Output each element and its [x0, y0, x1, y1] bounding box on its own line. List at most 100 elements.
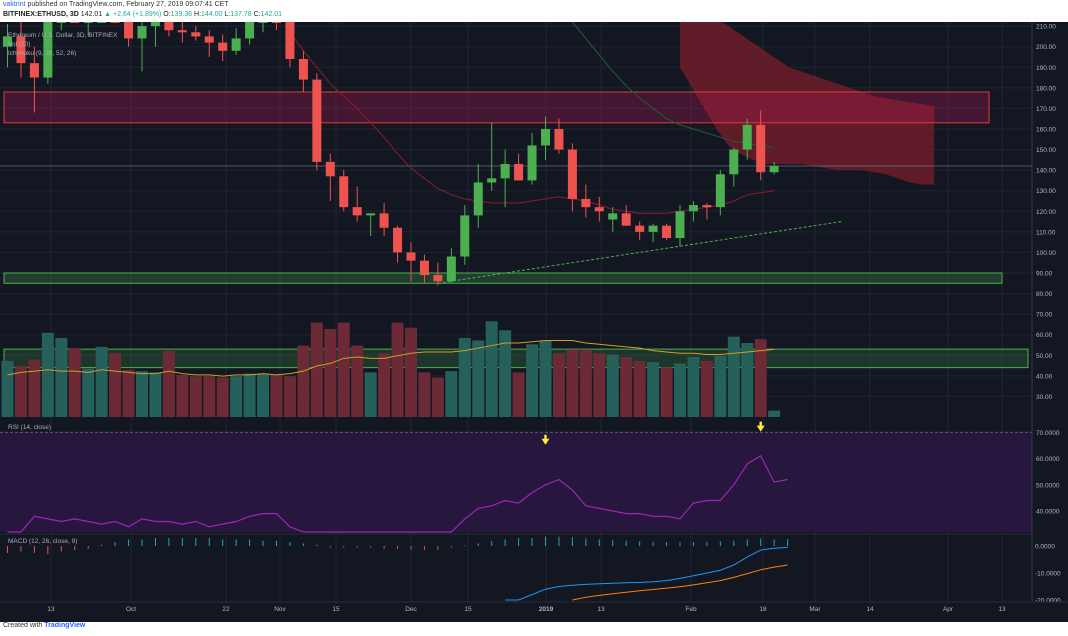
candle-body [567, 149, 577, 199]
candle-body [285, 22, 295, 60]
rsi-tick-label: 70.0000 [1036, 430, 1060, 437]
candle-body [635, 225, 645, 232]
candle-body [393, 227, 403, 253]
price-tick-label: 50.00 [1036, 353, 1053, 360]
candle-body [339, 176, 349, 208]
rsi-arrow-icon [756, 421, 765, 432]
price-tick-label: 90.00 [1036, 270, 1053, 277]
open-label: O: [163, 11, 171, 18]
support-zone [3, 272, 1003, 284]
time-tick-label: Nov [274, 606, 286, 613]
chart-canvas[interactable]: 210.00200.00190.00180.00170.00160.00150.… [0, 22, 1068, 622]
rsi-band [0, 432, 1032, 532]
candle-body [150, 22, 160, 27]
rsi-tick-label: 40.0000 [1036, 509, 1060, 516]
candle-body [594, 207, 604, 212]
time-tick-label: Mar [809, 606, 821, 613]
created-with-text: Created with [3, 622, 43, 629]
low-label: L: [224, 11, 231, 18]
axes: 210.00200.00190.00180.00170.00160.00150.… [0, 22, 1068, 622]
volume-bar [68, 348, 81, 417]
symbol-info: BITFINEX:ETHUSD, 3D 142.01 ▲ +2.64 (+1.8… [3, 11, 282, 18]
rsi-pane [0, 421, 1068, 535]
volume-bar [552, 353, 565, 417]
time-tick-label: 2019 [539, 606, 554, 613]
candle-body [487, 178, 497, 183]
volume-bar [539, 340, 552, 417]
price-tick-label: 210.00 [1036, 24, 1056, 31]
candle-body [352, 207, 362, 216]
price-tick-label: 70.00 [1036, 312, 1053, 319]
candle-body [29, 63, 39, 78]
volume-bar [633, 360, 646, 417]
candle-body [325, 161, 335, 177]
candle-body [124, 22, 134, 39]
volume-bar [768, 410, 781, 417]
time-tick-label: 13 [47, 606, 55, 613]
volume-bar [754, 339, 767, 417]
candle-body [460, 215, 470, 257]
volume-bar [95, 346, 108, 417]
volume-bar [620, 357, 633, 417]
candle-body [43, 22, 53, 78]
volume-bar [378, 353, 391, 417]
candle-body [218, 42, 228, 51]
volume-bar [687, 357, 700, 417]
macd-tick-label: -10.0000 [1035, 571, 1061, 578]
volume-bar [55, 337, 68, 417]
candle-body [97, 22, 107, 23]
author-link[interactable]: vaktrint [3, 1, 26, 8]
volume-bar [28, 359, 41, 417]
volume-bar [297, 345, 310, 417]
candle-body [581, 198, 591, 208]
macd-tick-label: 0.0000 [1035, 544, 1055, 551]
rsi-tick-label: 50.0000 [1036, 482, 1060, 489]
candle-body [406, 252, 416, 261]
volume-bar [647, 362, 660, 417]
candle-body [110, 22, 120, 23]
rsi-tick-label: 60.0000 [1036, 456, 1060, 463]
price-tick-label: 200.00 [1036, 44, 1056, 51]
candle-body [177, 30, 187, 33]
volume-label: Vol (20) [8, 41, 31, 48]
candle-body [433, 275, 443, 282]
rsi-label: RSI (14, close) [8, 424, 51, 431]
close-value: 142.01 [260, 11, 283, 18]
volume-bar [136, 371, 148, 417]
price-tick-label: 40.00 [1036, 373, 1053, 380]
volume-bar [337, 322, 350, 417]
time-tick-label: Dec [405, 606, 417, 613]
candle-body [137, 26, 147, 39]
trend-line [437, 221, 842, 284]
ichimoku-label: Ichimoku (9, 26, 52, 26) [8, 50, 77, 57]
volume-bars [1, 321, 781, 417]
candle-body [366, 213, 376, 216]
volume-bar [203, 376, 216, 417]
candle-body [608, 213, 618, 220]
volume-bar [741, 343, 754, 417]
volume-bar [727, 336, 740, 417]
volume-bar [499, 330, 512, 417]
volume-bar [189, 376, 202, 417]
volume-bar [700, 360, 713, 417]
volume-bar [216, 377, 229, 417]
high-value: 144.00 [201, 11, 223, 18]
candle-body [446, 256, 456, 282]
volume-bar [472, 340, 485, 417]
volume-bar [485, 321, 498, 417]
candle-body [164, 22, 174, 31]
tradingview-logo[interactable]: TradingView [44, 622, 86, 629]
price-change: ▲ +2.64 (+1.89%) [104, 11, 162, 18]
candle-body [3, 36, 12, 47]
volume-bar [230, 376, 243, 417]
candle-body [473, 182, 483, 216]
price-tick-label: 170.00 [1036, 106, 1056, 113]
volume-bar [283, 376, 296, 417]
candle-body [70, 22, 80, 23]
volume-bar [391, 322, 404, 417]
publish-header: vaktrint published on TradingView.com, F… [0, 0, 1068, 22]
time-tick-label: Oct [126, 606, 136, 613]
volume-bar [1, 360, 14, 417]
candle-body [83, 22, 93, 23]
volume-ma-line [7, 339, 775, 377]
